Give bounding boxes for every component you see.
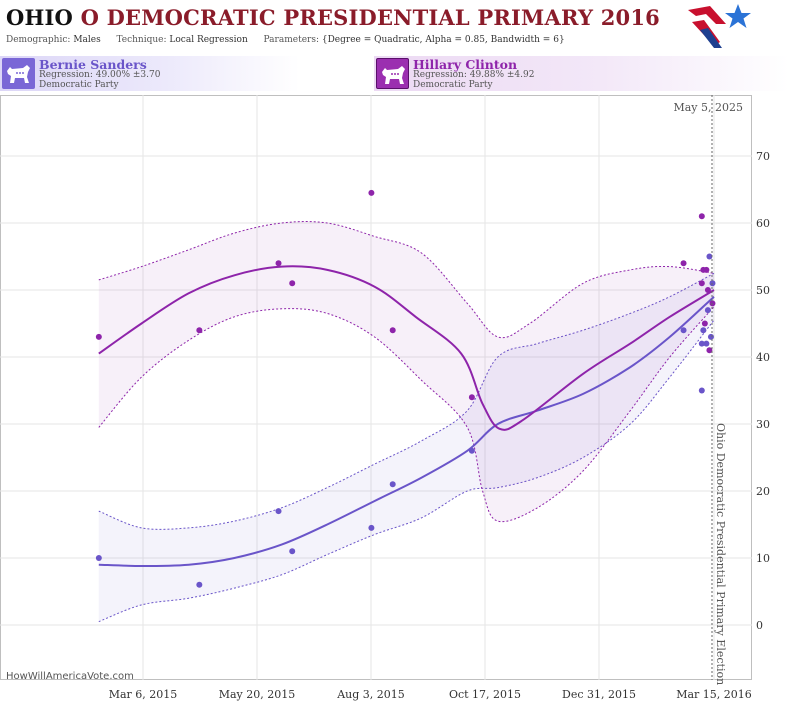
- lower-bound-1: [98, 306, 715, 523]
- poll-chart: 0 10 20 30 40 50 60 70 Mar 6, 2015 May 20, 2015 Au…: [0, 95, 770, 701]
- poll-point: [698, 340, 705, 347]
- poll-point: [704, 307, 711, 314]
- poll-point: [701, 320, 708, 327]
- poll-point: [698, 280, 705, 287]
- poll-point: [196, 327, 203, 334]
- candidate-name: Bernie Sanders: [39, 57, 147, 72]
- confidence-band-0: [98, 273, 715, 622]
- candidate-regression: Regression: 49.88% ±4.92: [413, 70, 535, 80]
- poll-point: [703, 340, 710, 347]
- y-tick-label: 0: [756, 619, 763, 632]
- technique-label: Technique:: [116, 35, 167, 45]
- upper-bound-0: [98, 272, 715, 530]
- chart-header: OHIO O DEMOCRATIC PRESIDENTIAL PRIMARY 2…: [0, 0, 789, 56]
- poll-point: [704, 287, 711, 293]
- x-tick-label: Dec 31, 2015: [562, 688, 636, 701]
- y-tick-label: 40: [756, 351, 770, 364]
- poll-point: [468, 447, 475, 454]
- candidate-legend-sanders: Bernie Sanders Regression: 49.00% ±3.70 …: [0, 56, 300, 91]
- candidate-party: Democratic Party: [39, 80, 119, 90]
- poll-point: [389, 327, 396, 334]
- y-tick-label: 50: [756, 284, 770, 297]
- poll-point: [289, 280, 296, 287]
- title-state: OHIO: [6, 5, 74, 30]
- poll-point: [275, 508, 282, 515]
- site-logo-icon: [686, 2, 752, 50]
- x-tick-label: Oct 17, 2015: [449, 688, 521, 701]
- y-tick-label: 60: [756, 217, 770, 230]
- poll-point: [275, 260, 282, 267]
- y-tick-label: 10: [756, 552, 770, 565]
- x-tick-label: May 20, 2015: [219, 688, 296, 701]
- poll-point: [389, 481, 396, 488]
- y-tick-label: 30: [756, 418, 770, 431]
- poll-point: [468, 394, 475, 401]
- current-date-label: May 5, 2025: [673, 101, 743, 114]
- poll-points: [95, 189, 716, 588]
- trend-line-0: [98, 295, 715, 568]
- chart-title: OHIO O DEMOCRATIC PRESIDENTIAL PRIMARY 2…: [6, 5, 660, 30]
- lower-bound-0: [98, 319, 715, 623]
- technique-value: Local Regression: [169, 35, 248, 45]
- plot-frame: [0, 95, 752, 680]
- demographic-label: Demographic:: [6, 35, 71, 45]
- demographic-value: Males: [73, 35, 101, 45]
- poll-point: [368, 524, 375, 531]
- donkey-icon: [376, 58, 409, 89]
- poll-point: [698, 387, 705, 394]
- poll-point: [680, 260, 687, 267]
- poll-point: [706, 347, 713, 354]
- poll-point: [368, 189, 375, 196]
- poll-point: [196, 581, 203, 588]
- poll-point: [703, 266, 710, 273]
- x-tick-label: Aug 3, 2015: [336, 688, 405, 701]
- confidence-band-1: [98, 221, 715, 522]
- confidence-bands: [98, 221, 715, 623]
- x-tick-label: Mar 15, 2016: [676, 688, 752, 701]
- candidate-legend-clinton: Hillary Clinton Regression: 49.88% ±4.92…: [374, 56, 789, 91]
- trend-lines: [98, 265, 715, 568]
- poll-point: [289, 548, 296, 555]
- poll-point: [95, 555, 102, 561]
- chart-grid: [0, 95, 752, 680]
- credit-label: HowWillAmericaVote.com: [6, 671, 134, 682]
- x-tick-label: Mar 6, 2015: [109, 688, 178, 701]
- trend-line-1: [98, 265, 715, 431]
- candidate-name: Hillary Clinton: [413, 57, 518, 72]
- y-tick-label: 70: [756, 150, 770, 163]
- poll-point: [706, 253, 713, 260]
- title-rest: O DEMOCRATIC PRESIDENTIAL PRIMARY 2016: [80, 5, 660, 30]
- upper-bound-1: [98, 221, 715, 339]
- y-tick-label: 20: [756, 485, 770, 498]
- election-label: Ohio Democratic Presidential Primary Ele…: [714, 423, 727, 685]
- parameters-label: Parameters:: [263, 35, 319, 45]
- chart-axes: 0 10 20 30 40 50 60 70 Mar 6, 2015 May 20, 2015 Au…: [6, 95, 770, 701]
- poll-point: [707, 333, 714, 340]
- poll-point: [698, 213, 705, 220]
- parameters-line: Demographic: Males Technique: Local Regr…: [6, 35, 565, 45]
- poll-point: [700, 327, 707, 334]
- candidate-regression: Regression: 49.00% ±3.70: [39, 70, 161, 80]
- poll-point: [680, 327, 687, 334]
- poll-point: [95, 333, 102, 340]
- parameters-value: {Degree = Quadratic, Alpha = 0.85, Bandw…: [321, 35, 565, 45]
- candidate-party: Democratic Party: [413, 80, 493, 90]
- donkey-icon: [2, 58, 35, 89]
